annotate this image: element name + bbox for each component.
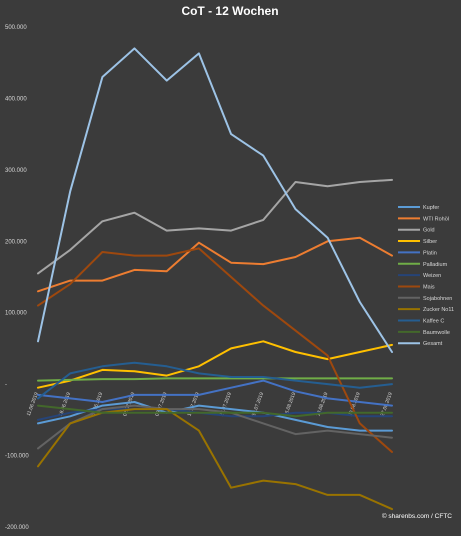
y-tick-label: 500.000 [5,25,27,31]
y-tick-label: -100.000 [5,454,29,460]
legend-label-kaffee-c: Kaffee C [423,319,444,325]
y-tick-label: 300.000 [5,168,27,174]
series-line-palladium [37,377,393,382]
legend-label-gold: Gold [423,228,435,234]
series-line-gold [37,178,393,275]
series-line-zucker-no11 [37,408,393,511]
series-line-wti-roh-l [37,236,393,293]
y-tick-label: 200.000 [5,239,27,245]
legend-label-mais: Mais [423,284,435,290]
series-line-baumwolle [37,404,393,418]
legend-label-sojabohnen: Sojabohnen [423,296,452,302]
y-tick-label: 400.000 [5,96,27,102]
series-layer [37,47,393,511]
series-line-kaffee-c [37,361,393,400]
y-axis: 500.000 400.000 300.000 200.000 100.000 - -100… [5,25,29,531]
y-tick-label: -200.000 [5,525,29,531]
series-line-mais [37,247,393,453]
series-line-silber [37,340,393,389]
y-tick-label: 100.000 [5,311,27,317]
legend-label-wti-roh-l: WTI Rohöl [423,216,449,222]
legend-label-kupfer: Kupfer [423,205,439,211]
legend-label-palladium: Palladium [423,262,448,268]
source-label: © sharenbs.com / CFTC [382,512,452,520]
legend-label-weizen: Weizen [423,273,441,279]
series-line-gesamt [37,47,393,353]
series-line-platin [37,379,393,407]
legend-label-platin: Platin [423,250,437,256]
chart-title: CoT - 12 Wochen [181,4,278,18]
legend-label-baumwolle: Baumwolle [423,330,450,336]
legend-label-zucker-no11: Zucker No11 [423,307,454,313]
legend-label-silber: Silber [423,239,437,245]
legend: Kupfer WTI Rohöl Gold Silber Platin Palladium… [398,205,454,347]
series-line-kupfer [37,401,393,432]
y-tick-label: - [5,382,7,388]
legend-label-gesamt: Gesamt [423,341,443,347]
